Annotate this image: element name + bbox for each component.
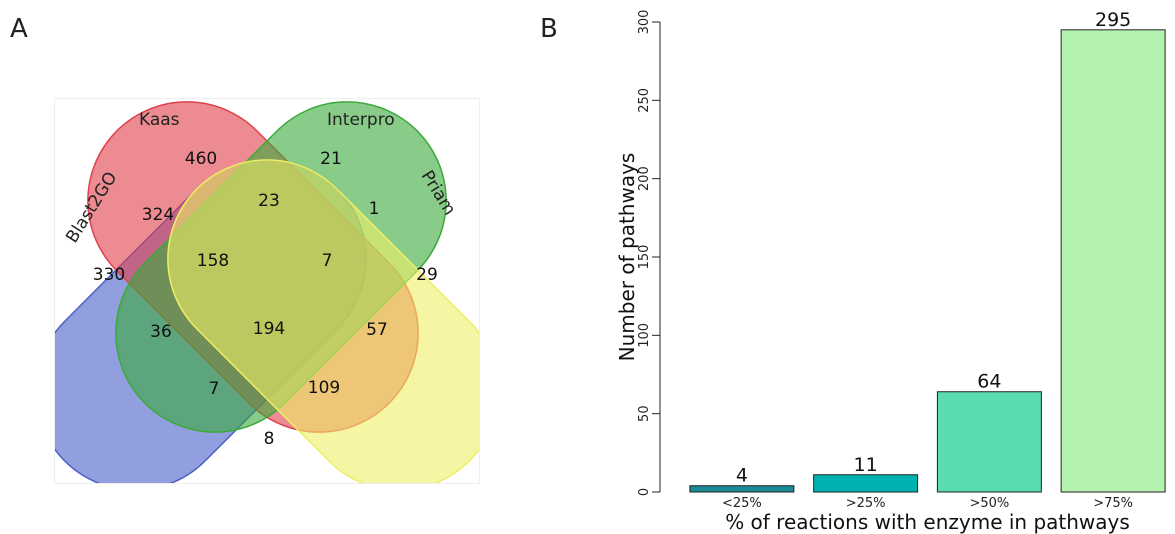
bar-value-label: 4: [736, 465, 748, 487]
bar-25: [813, 474, 919, 493]
venn-set-label-interpro: Interpro: [327, 110, 395, 130]
y-axis-title: Number of pathways: [615, 153, 639, 362]
x-tick-label: <25%: [722, 496, 762, 511]
venn-count-interpro-priam: 1: [369, 199, 380, 219]
venn-count-kaas-interpro: 23: [258, 191, 280, 211]
venn-count-blast2go-kaas: 324: [142, 205, 174, 225]
venn-count-blast2go-kaas-interpro-priam: 194: [253, 319, 285, 339]
bar-chart: 0 50 100 150 200 250 300 Number of pathways 4 <2…: [615, 9, 1166, 534]
venn-count-blast2go-kaas-priam: 109: [308, 378, 340, 398]
venn-count-interpro: 21: [320, 149, 342, 169]
bar-value-label: 295: [1095, 9, 1131, 31]
panel-label-a: A: [10, 14, 28, 44]
venn-diagram-frame: Blast2GO Kaas Interpro Priam 330 460 21 29 324 23…: [54, 98, 480, 484]
venn-count-priam: 29: [416, 265, 438, 285]
x-tick-label: >50%: [969, 496, 1009, 511]
y-tick-label: 0: [637, 488, 652, 496]
bar-value-label: 11: [854, 454, 878, 476]
venn-count-blast2go-interpro: 36: [150, 322, 172, 342]
y-tick-label: 250: [637, 88, 652, 113]
bar-75: [1060, 29, 1166, 493]
y-tick-label: 300: [637, 10, 652, 35]
x-tick-label: >25%: [846, 496, 886, 511]
venn-set-label-kaas: Kaas: [139, 110, 180, 130]
venn-count-kaas: 460: [185, 149, 217, 169]
panel-label-b: B: [540, 14, 558, 44]
venn-count-blast2go: 330: [93, 265, 125, 285]
venn-set-priam: [167, 159, 479, 483]
venn-count-blast2go-kaas-interpro: 158: [197, 251, 229, 271]
venn-count-blast2go-interpro-priam: 7: [209, 379, 220, 399]
bar-value-label: 64: [977, 371, 1001, 393]
bar-25: [689, 485, 795, 493]
venn-count-kaas-interpro-priam: 7: [322, 251, 333, 271]
venn-count-kaas-priam: 57: [366, 320, 388, 340]
y-tick-label: 150: [637, 245, 652, 270]
venn-count-blast2go-priam: 8: [264, 429, 275, 449]
y-tick-label: 200: [637, 166, 652, 191]
bar-50: [936, 391, 1042, 493]
y-tick-label: 100: [637, 323, 652, 348]
x-axis-title: % of reactions with enzyme in pathways: [725, 510, 1130, 534]
x-tick-label: >75%: [1093, 496, 1133, 511]
y-tick-label: 50: [637, 405, 652, 422]
